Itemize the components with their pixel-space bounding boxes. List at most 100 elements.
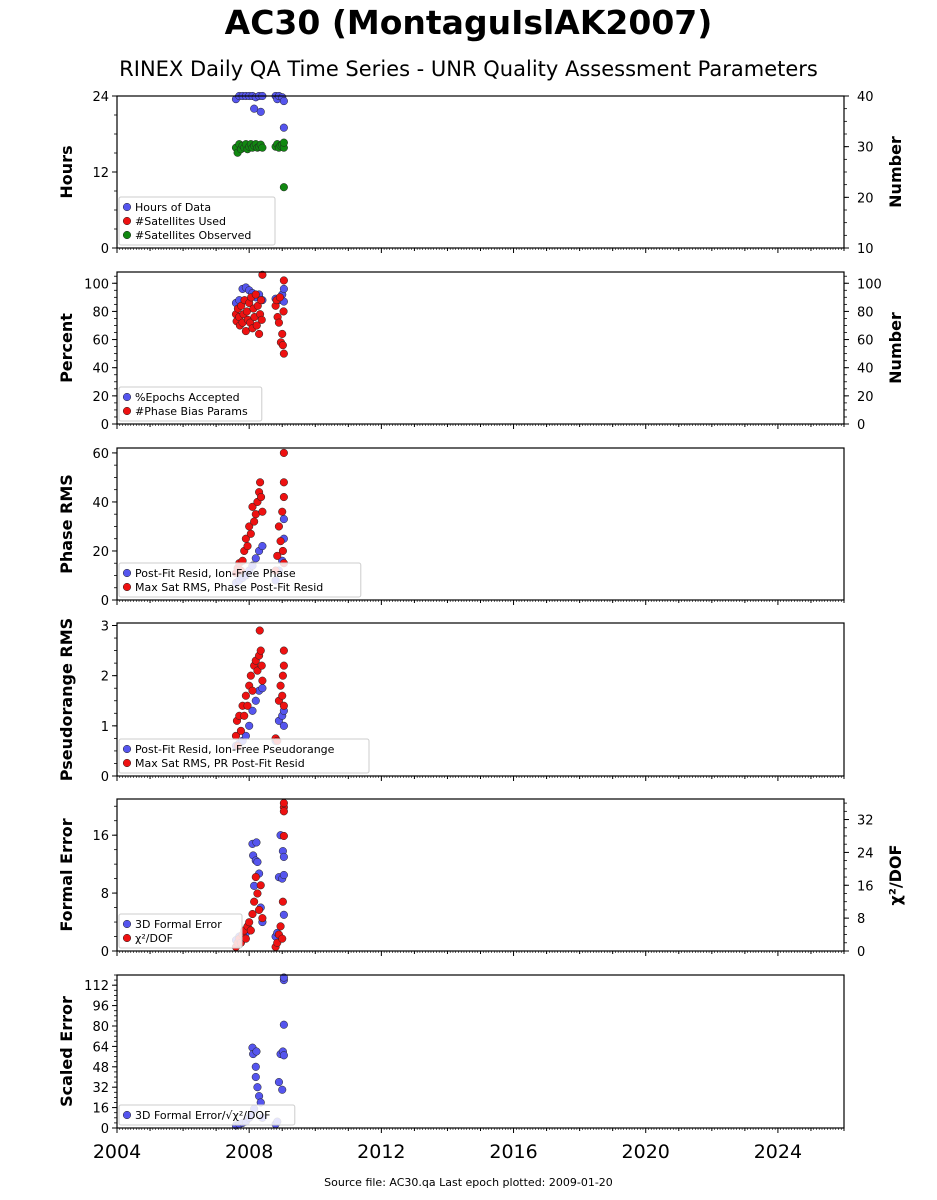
y-tick-label: 20 bbox=[92, 545, 109, 560]
y-tick-label: 24 bbox=[92, 90, 109, 105]
y-axis-label: Formal Error bbox=[57, 818, 76, 931]
y-tick-label: 0 bbox=[101, 945, 109, 960]
data-point bbox=[255, 905, 264, 914]
data-point bbox=[279, 852, 288, 861]
data-point bbox=[276, 537, 285, 546]
data-point bbox=[278, 507, 287, 516]
legend-marker bbox=[122, 919, 132, 929]
y2-tick-label: 32 bbox=[857, 814, 874, 829]
plot-frame bbox=[116, 95, 845, 249]
data-point bbox=[236, 726, 245, 735]
data-point bbox=[248, 909, 257, 919]
legend-label: #Phase Bias Params bbox=[135, 405, 248, 418]
data-point bbox=[276, 922, 285, 931]
data-point bbox=[246, 529, 255, 538]
data-point bbox=[279, 831, 288, 841]
y-tick-label: 0 bbox=[101, 242, 109, 257]
y-tick-label: 48 bbox=[92, 1061, 109, 1076]
y2-tick-label: 100 bbox=[857, 277, 882, 292]
plot-frame bbox=[116, 271, 845, 425]
legend-box bbox=[118, 1104, 296, 1126]
data-point bbox=[279, 276, 288, 285]
y-axis-label: Hours bbox=[57, 145, 76, 198]
panel-6: 2004 2008 2012 2016 2020 2024 0 16 32 48 64 80 96 112… bbox=[57, 973, 845, 1163]
legend-box bbox=[118, 562, 362, 598]
data-point bbox=[279, 799, 288, 808]
data-point bbox=[248, 502, 257, 511]
data-point bbox=[257, 296, 266, 305]
data-point bbox=[279, 349, 288, 358]
legend-box bbox=[118, 738, 370, 774]
data-point bbox=[279, 910, 288, 919]
legend-marker bbox=[122, 1110, 132, 1120]
y2-tick-label: 16 bbox=[857, 879, 874, 894]
y-tick-label: 1 bbox=[101, 720, 109, 735]
data-point bbox=[241, 934, 250, 943]
y-axis-label: Phase RMS bbox=[57, 474, 76, 574]
panel-4: 0 1 2 3 Pseudorange RMS Post-Fit Resid, Ion-F… bbox=[57, 618, 845, 785]
data-point bbox=[274, 522, 283, 531]
x-tick-label: 2020 bbox=[622, 1141, 670, 1163]
y2-tick-label: 30 bbox=[857, 141, 874, 156]
y2-tick-label: 0 bbox=[857, 418, 865, 433]
legend-label: 3D Formal Error bbox=[135, 918, 222, 931]
panel-2: 0 20 40 60 80 100 0 20 40 60 80 100 Number Percent %Ep… bbox=[57, 270, 905, 433]
y-tick-label: 64 bbox=[92, 1040, 109, 1055]
data-point bbox=[275, 293, 284, 302]
plot-frame bbox=[116, 974, 845, 1129]
data-point bbox=[279, 721, 288, 730]
data-point bbox=[279, 307, 288, 316]
data-point bbox=[257, 315, 266, 324]
y2-tick-label: 10 bbox=[857, 242, 874, 257]
data-point bbox=[276, 681, 285, 690]
data-point bbox=[252, 321, 261, 330]
y-tick-label: 96 bbox=[92, 1000, 109, 1015]
data-point bbox=[279, 448, 288, 457]
data-point bbox=[279, 1020, 288, 1029]
y-tick-label: 20 bbox=[92, 390, 109, 405]
data-point bbox=[258, 507, 267, 516]
data-point bbox=[258, 270, 267, 279]
y2-tick-label: 40 bbox=[857, 362, 874, 377]
data-point bbox=[258, 676, 267, 685]
data-point bbox=[273, 551, 282, 560]
data-point bbox=[278, 1085, 287, 1094]
data-point bbox=[243, 542, 252, 551]
data-point bbox=[241, 691, 250, 700]
legend-label: Max Sat RMS, Phase Post-Fit Resid bbox=[135, 581, 323, 594]
y-axis-label: Pseudorange RMS bbox=[57, 618, 76, 781]
y2-tick-label: 20 bbox=[857, 390, 874, 405]
data-point bbox=[251, 290, 260, 299]
y2-axis-label: Number bbox=[886, 312, 905, 384]
y-tick-label: 40 bbox=[92, 362, 109, 377]
data-point bbox=[279, 807, 288, 816]
data-point bbox=[256, 107, 265, 116]
data-point bbox=[248, 686, 257, 695]
data-point bbox=[279, 97, 288, 106]
data-point bbox=[279, 492, 288, 502]
y-tick-label: 100 bbox=[84, 277, 109, 292]
data-point bbox=[251, 1072, 260, 1082]
legend-label: Hours of Data bbox=[135, 201, 211, 214]
data-point bbox=[245, 918, 254, 927]
data-point bbox=[258, 542, 267, 551]
data-point bbox=[256, 478, 265, 487]
legend-box bbox=[118, 913, 243, 949]
data-point bbox=[279, 973, 288, 982]
legend-marker bbox=[122, 392, 132, 402]
legend-label: Max Sat RMS, PR Post-Fit Resid bbox=[135, 757, 305, 770]
chart-subtitle: RINEX Daily QA Time Series - UNR Quality… bbox=[119, 57, 818, 81]
panel-3: 0 20 40 60 Phase RMS Post-Fit Resid, Ion-Free… bbox=[57, 447, 845, 609]
data-point bbox=[243, 701, 252, 710]
data-point bbox=[248, 706, 257, 715]
data-point bbox=[278, 329, 287, 338]
data-point bbox=[278, 341, 287, 350]
y-axis-label: Scaled Error bbox=[57, 996, 76, 1107]
data-point bbox=[252, 838, 261, 847]
x-tick-label: 2024 bbox=[754, 1141, 802, 1163]
y-tick-label: 2 bbox=[101, 670, 109, 685]
data-point bbox=[240, 711, 249, 720]
y-tick-label: 8 bbox=[101, 887, 109, 902]
data-point bbox=[250, 897, 259, 906]
